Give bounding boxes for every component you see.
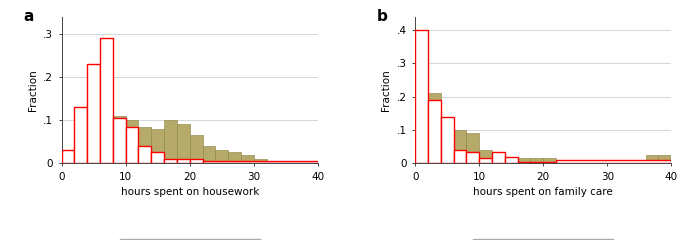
Bar — [177, 125, 190, 163]
Bar — [125, 120, 138, 163]
Bar — [87, 125, 100, 163]
Bar — [203, 146, 215, 163]
Bar — [505, 156, 518, 163]
Bar — [415, 30, 428, 163]
Bar — [87, 64, 100, 163]
Bar — [466, 133, 479, 163]
Bar — [100, 99, 113, 163]
Bar — [279, 162, 292, 163]
Bar — [151, 129, 164, 163]
Legend: women, men: women, men — [119, 239, 261, 240]
X-axis label: hours spent on family care: hours spent on family care — [473, 187, 613, 197]
Bar — [453, 150, 466, 163]
Bar — [62, 150, 75, 163]
Bar — [266, 161, 279, 163]
Bar — [75, 107, 87, 163]
Bar — [595, 160, 608, 163]
Bar — [556, 160, 569, 163]
Bar — [203, 161, 318, 163]
Bar — [190, 159, 203, 163]
Bar — [138, 146, 151, 163]
Bar — [543, 158, 556, 163]
Bar — [492, 151, 505, 163]
Bar — [492, 151, 505, 163]
Bar — [620, 162, 633, 163]
Bar — [241, 155, 253, 163]
Bar — [428, 93, 440, 163]
Bar — [215, 150, 228, 163]
Bar — [228, 152, 241, 163]
Bar — [415, 95, 428, 163]
Bar — [440, 118, 453, 163]
Bar — [530, 162, 543, 163]
Bar — [292, 162, 305, 163]
Bar — [428, 100, 440, 163]
Bar — [113, 116, 125, 163]
Bar — [479, 158, 492, 163]
Bar — [138, 127, 151, 163]
X-axis label: hours spent on housework: hours spent on housework — [121, 187, 259, 197]
Bar — [100, 38, 113, 163]
Bar — [164, 120, 177, 163]
Bar — [253, 159, 266, 163]
Text: b: b — [377, 9, 388, 24]
Y-axis label: Fraction: Fraction — [382, 69, 391, 111]
Bar — [125, 127, 138, 163]
Bar — [556, 160, 671, 163]
Bar — [633, 162, 646, 163]
Bar — [190, 135, 203, 163]
Bar — [543, 162, 556, 163]
Bar — [608, 160, 620, 163]
Bar — [505, 158, 518, 163]
Bar — [305, 161, 318, 163]
Bar — [518, 158, 530, 163]
Bar — [75, 155, 87, 163]
Bar — [113, 118, 125, 163]
Bar — [151, 152, 164, 163]
Bar — [518, 162, 530, 163]
Bar — [466, 151, 479, 163]
Bar — [164, 159, 177, 163]
Bar — [440, 117, 453, 163]
Bar — [582, 160, 595, 163]
Bar — [646, 155, 658, 163]
Y-axis label: Fraction: Fraction — [28, 69, 38, 111]
Bar — [530, 158, 543, 163]
Legend: women, men: women, men — [472, 239, 614, 240]
Bar — [479, 150, 492, 163]
Bar — [177, 159, 190, 163]
Bar — [569, 160, 582, 163]
Bar — [658, 155, 671, 163]
Text: a: a — [23, 9, 34, 24]
Bar — [453, 130, 466, 163]
